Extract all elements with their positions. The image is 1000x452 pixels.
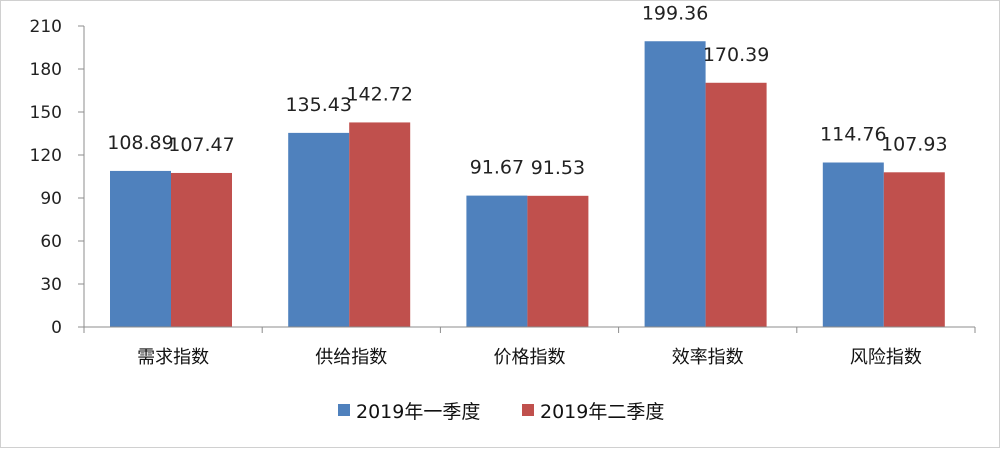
data-label: 107.47 <box>168 134 234 156</box>
x-axis: 需求指数 供给指数 价格指数 效率指数 风险指数 <box>83 326 976 368</box>
data-label: 142.72 <box>346 83 412 105</box>
y-tick-label: 30 <box>40 275 62 295</box>
bars-group <box>110 41 945 328</box>
x-category-label: 效率指数 <box>672 347 744 368</box>
x-category-label: 需求指数 <box>137 347 209 368</box>
bar <box>466 195 528 327</box>
legend-label: 2019年二季度 <box>540 401 664 423</box>
data-label: 108.89 <box>107 132 173 154</box>
y-tick-label: 120 <box>30 146 62 166</box>
legend-swatch <box>522 404 534 416</box>
y-tick-label: 60 <box>40 232 62 252</box>
bar <box>171 172 232 327</box>
y-tick-label: 180 <box>30 60 62 80</box>
x-category-label: 供给指数 <box>315 347 387 368</box>
data-label: 199.36 <box>642 2 708 24</box>
data-label: 135.43 <box>285 94 351 116</box>
bar <box>527 195 589 327</box>
bar <box>288 132 350 327</box>
bar <box>705 82 767 328</box>
y-tick-label: 90 <box>40 189 62 209</box>
legend-label: 2019年一季度 <box>356 401 480 423</box>
y-tick-label: 0 <box>51 318 62 338</box>
y-tick-label: 210 <box>30 17 62 37</box>
data-label: 170.39 <box>703 44 769 66</box>
bar <box>110 170 171 327</box>
legend: 2019年一季度 2019年二季度 <box>338 401 664 423</box>
x-category-label: 价格指数 <box>494 347 566 368</box>
x-category-label: 风险指数 <box>850 347 922 368</box>
legend-swatch <box>338 404 350 416</box>
bar <box>822 162 884 327</box>
bar <box>883 172 945 327</box>
y-tick-label: 150 <box>30 103 62 123</box>
data-label: 114.76 <box>820 124 886 146</box>
data-label: 91.67 <box>470 157 524 179</box>
bar <box>644 41 706 327</box>
data-label: 107.93 <box>881 133 947 155</box>
data-label: 91.53 <box>531 157 585 179</box>
bar <box>349 122 411 328</box>
y-axis: 0 30 60 90 120 150 180 210 <box>30 17 85 338</box>
